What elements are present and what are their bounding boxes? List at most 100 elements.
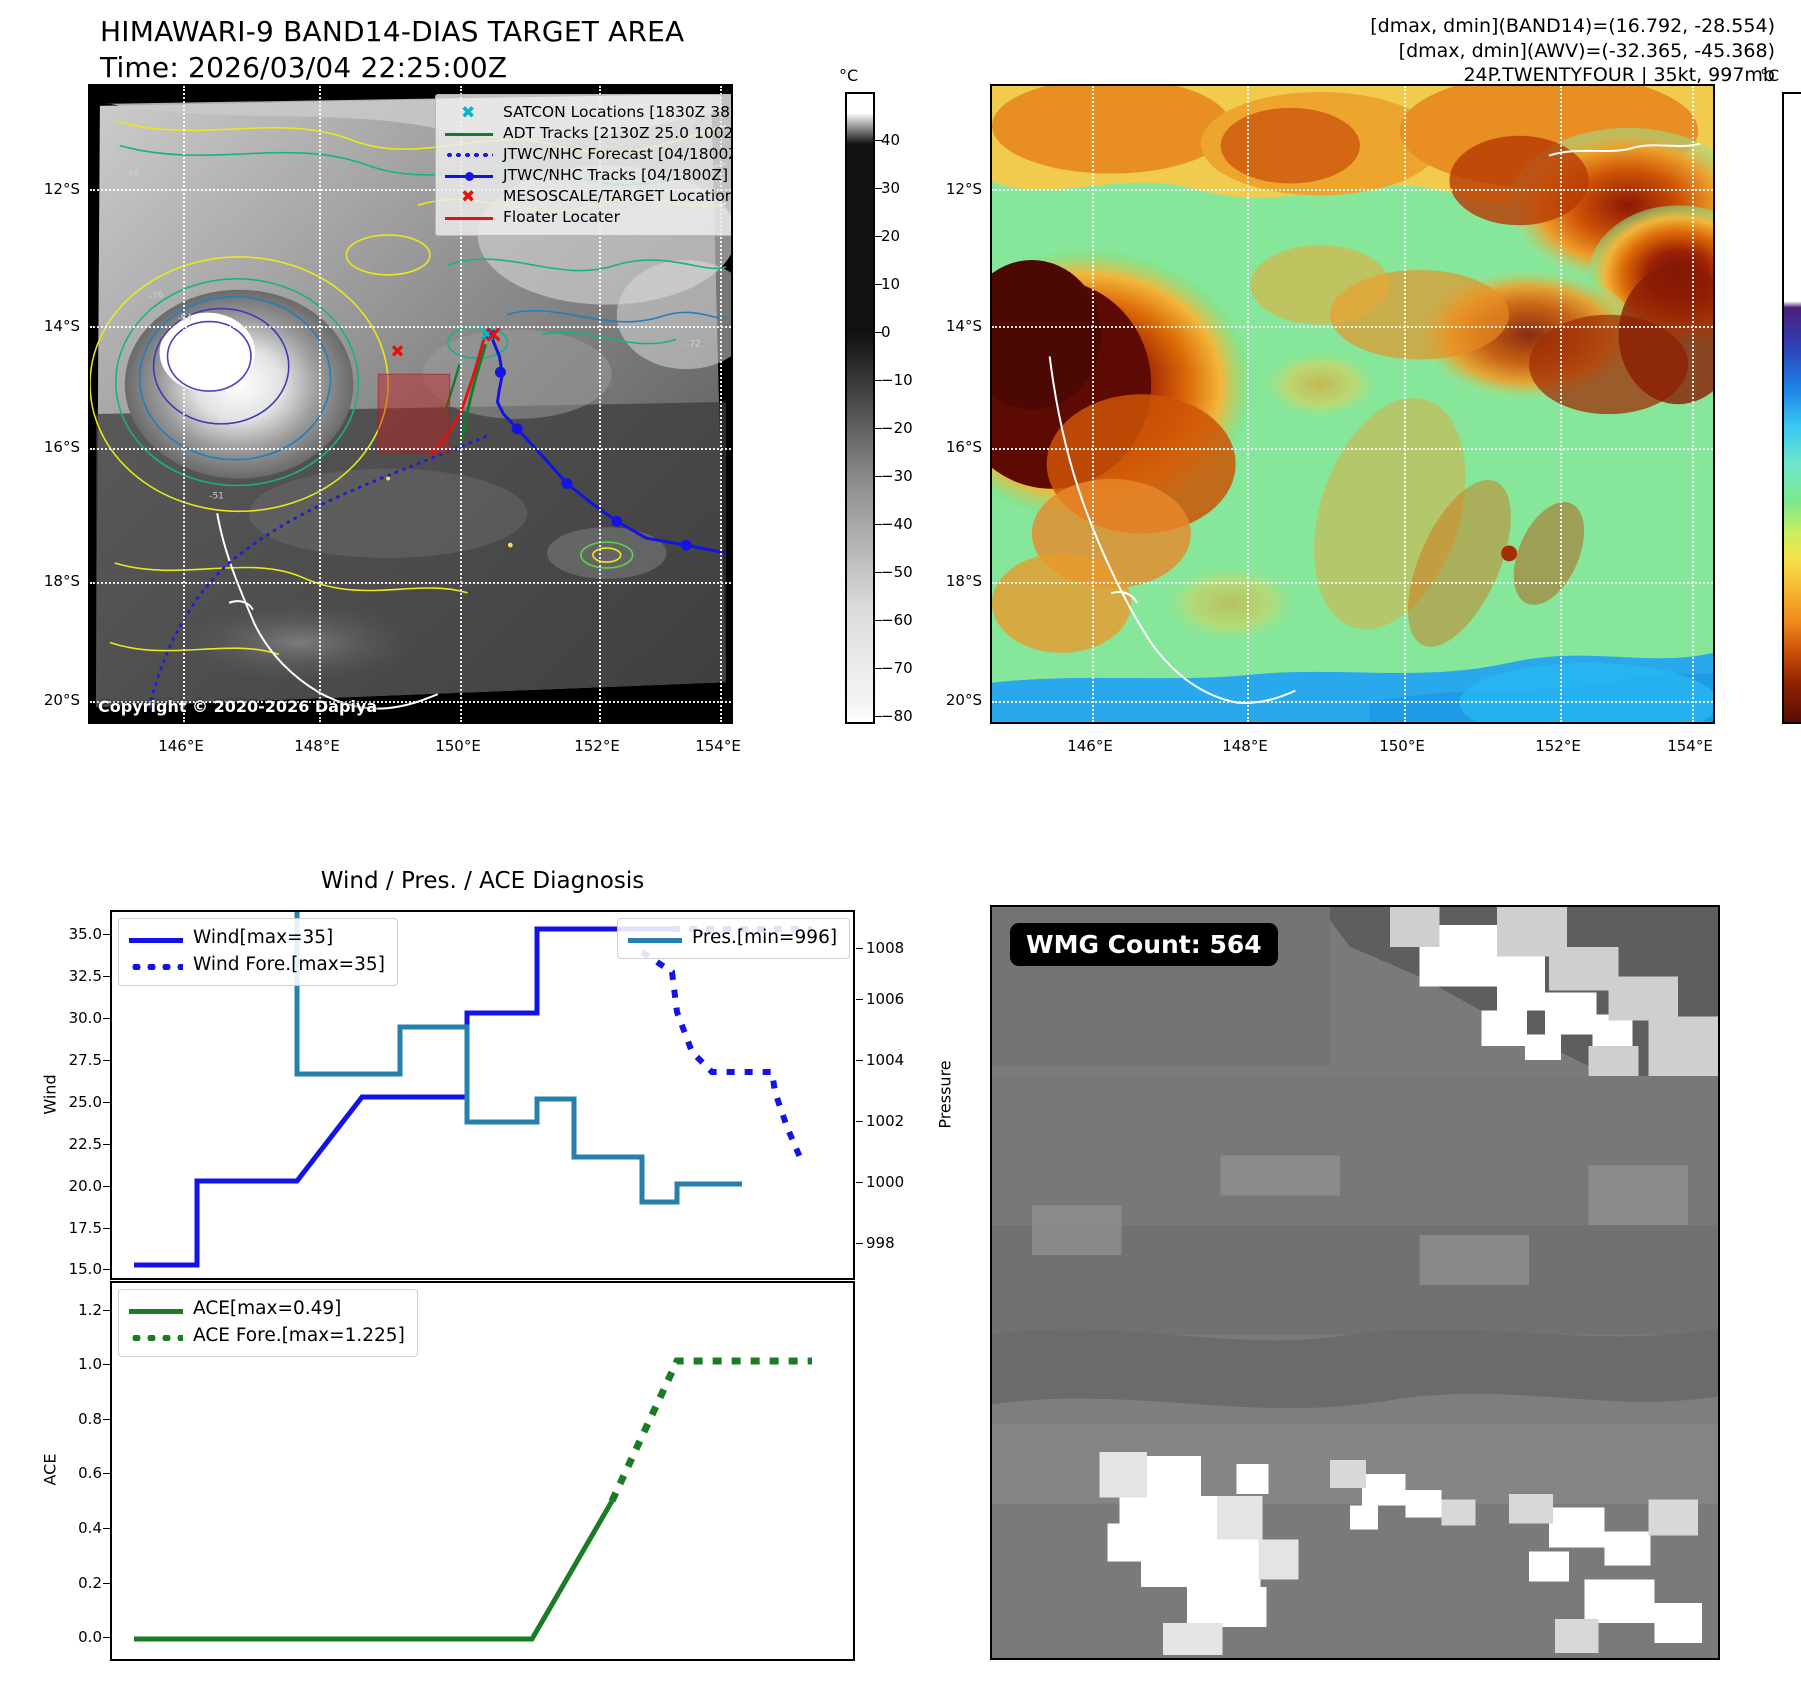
legend-label: Floater Locater <box>503 208 620 227</box>
awv-lon-tick-148E: 148°E <box>1222 737 1268 755</box>
ace-tick-1.2: 1.2 <box>78 1301 102 1319</box>
mesoscale-target-marker <box>391 327 501 357</box>
ace-tick-0.4: 0.4 <box>78 1519 102 1537</box>
wind-tick-30: 30.0 <box>68 1009 102 1027</box>
meta-band14-range: [dmax, dmin](BAND14)=(16.792, -28.554) <box>1370 15 1775 37</box>
ace-tick-0.8: 0.8 <box>78 1410 102 1428</box>
satcon-x-icon: ✖ <box>461 102 476 123</box>
ir-cbar-tick-20: 20 <box>881 227 901 245</box>
awv-lat-tick-16S: 16°S <box>945 438 982 456</box>
mesoscale-x-icon: ✖ <box>461 186 476 207</box>
pressure-tick-1000: 1000 <box>866 1173 905 1191</box>
awv-colorbar: °C 40 30 20 10 0 −10 −20 −30 −40 −50 −60… <box>1760 66 1801 724</box>
ir-colorbar-title: °C <box>839 66 859 85</box>
awv-lon-tick-152E: 152°E <box>1535 737 1581 755</box>
ir-cbar-tick-m80: −80 <box>881 707 913 725</box>
wind-pressure-chart[interactable]: Wind[max=35] Wind Fore.[max=35] Pres.[mi… <box>110 910 855 1280</box>
ace-line-icon <box>127 1301 185 1319</box>
ir-lat-tick-18S: 18°S <box>43 572 80 590</box>
ace-tick-0.0: 0.0 <box>78 1628 102 1646</box>
ir-gridline-lat-16S <box>90 448 731 450</box>
awv-lat-tick-14S: 14°S <box>945 317 982 335</box>
diagnosis-title: Wind / Pres. / ACE Diagnosis <box>320 868 645 894</box>
legend-label: JTWC/NHC Tracks [04/1800Z] <box>503 166 729 185</box>
awv-lat-tick-12S: 12°S <box>945 180 982 198</box>
awv-lon-tick-154E: 154°E <box>1667 737 1713 755</box>
ace-legend: ACE[max=0.49] ACE Fore.[max=1.225] <box>118 1289 418 1357</box>
pressure-tick-1002: 1002 <box>866 1112 905 1130</box>
ir-lon-tick-152E: 152°E <box>574 737 620 755</box>
pressure-tick-1006: 1006 <box>866 990 905 1008</box>
ir-cbar-tick-m40: −40 <box>881 515 913 533</box>
ace-forecast-dotted-icon <box>127 1328 185 1346</box>
awv-colorbar-title: °C <box>1760 66 1780 85</box>
copyright-text: Copyright © 2020-2026 Dapiya <box>98 697 378 716</box>
wmg-grayscale-panel[interactable]: WMG Count: 564 <box>990 905 1720 1660</box>
ace-chart[interactable]: ACE[max=0.49] ACE Fore.[max=1.225] <box>110 1281 855 1661</box>
awv-gridline-lat-18S <box>992 582 1713 584</box>
wind-tick-25: 25.0 <box>68 1093 102 1111</box>
ir-gridline-lon-154E <box>720 86 722 722</box>
ir-lat-tick-14S: 14°S <box>43 317 80 335</box>
awv-lon-tick-146E: 146°E <box>1067 737 1113 755</box>
ir-cbar-tick-0: 0 <box>881 323 891 341</box>
ace-tick-0.6: 0.6 <box>78 1464 102 1482</box>
legend-label: Pres.[min=996] <box>692 927 838 949</box>
ir-cbar-tick-m30: −30 <box>881 467 913 485</box>
legend-label: JTWC/NHC Forecast [04/1800Z] <box>503 145 733 164</box>
ir-gridline-lat-20S <box>90 701 731 703</box>
ace-forecast-series <box>608 1357 812 1503</box>
ir-satellite-map[interactable]: 64 -76 -84 -51 -72 <box>88 84 733 724</box>
wind-tick-35: 35.0 <box>68 925 102 943</box>
ir-lon-tick-146E: 146°E <box>158 737 204 755</box>
pressure-line-icon <box>626 930 684 948</box>
awv-imagery <box>992 86 1713 722</box>
pressure-forecast-series <box>640 949 805 1164</box>
legend-label: Wind[max=35] <box>193 927 334 949</box>
awv-gridline-lat-20S <box>992 701 1713 703</box>
legend-label: MESOSCALE/TARGET Location <box>503 187 733 206</box>
awv-gridline-lat-16S <box>992 448 1713 450</box>
ir-cbar-tick-m10: −10 <box>881 371 913 389</box>
title-main: HIMAWARI-9 BAND14-DIAS TARGET AREA <box>100 15 685 48</box>
svg-text:-76: -76 <box>148 290 165 303</box>
awv-gridline-lon-148E <box>1247 86 1249 722</box>
wind-solid-series <box>134 926 672 1268</box>
legend-item-mesoscale: ✖ MESOSCALE/TARGET Location <box>443 186 733 207</box>
wind-tick-15: 15.0 <box>68 1260 102 1278</box>
wind-tick-32.5: 32.5 <box>68 967 102 985</box>
legend-item-adt: ADT Tracks [2130Z 25.0 1002.0] <box>443 123 733 144</box>
legend-item-jtwc-track: JTWC/NHC Tracks [04/1800Z] <box>443 165 731 186</box>
legend-label: Wind Fore.[max=35] <box>193 954 385 976</box>
awv-gridline-lat-12S <box>992 189 1713 191</box>
legend-label: SATCON Locations [1830Z 38 996] <box>503 103 731 122</box>
floater-locater <box>428 332 487 457</box>
title-time: Time: 2026/03/04 22:25:00Z <box>100 51 508 85</box>
awv-colorbar-gradient <box>1782 92 1801 724</box>
wind-tick-17.5: 17.5 <box>68 1219 102 1237</box>
awv-lat-tick-20S: 20°S <box>945 691 982 709</box>
ir-cbar-tick-m70: −70 <box>881 659 913 677</box>
ir-cbar-tick-30: 30 <box>881 179 901 197</box>
ir-gridline-lon-150E <box>460 86 462 722</box>
ir-gridline-lon-148E <box>319 86 321 722</box>
metadata-block: [dmax, dmin](BAND14)=(16.792, -28.554) [… <box>1370 14 1775 88</box>
meta-storm-summary: 24P.TWENTYFOUR | 35kt, 997mb <box>1463 64 1775 87</box>
pressure-legend: Pres.[min=996] <box>617 918 851 959</box>
ace-tick-1.0: 1.0 <box>78 1355 102 1373</box>
ir-lon-tick-150E: 150°E <box>435 737 481 755</box>
svg-text:-51: -51 <box>209 491 224 501</box>
ir-gridline-lon-152E <box>599 86 601 722</box>
legend-item-pressure: Pres.[min=996] <box>626 925 837 952</box>
jtwc-forecast-track <box>148 434 490 709</box>
wmg-imagery <box>992 907 1718 1658</box>
ir-gridline-lon-146E <box>183 86 185 722</box>
awv-enhanced-map[interactable] <box>990 84 1715 724</box>
wmg-count-badge: WMG Count: 564 <box>1010 923 1278 966</box>
awv-lat-tick-18S: 18°S <box>945 572 982 590</box>
legend-item-ace: ACE[max=0.49] <box>127 1296 405 1323</box>
ir-lat-tick-20S: 20°S <box>43 691 80 709</box>
legend-label: ADT Tracks [2130Z 25.0 1002.0] <box>503 124 733 143</box>
awv-gridline-lon-146E <box>1092 86 1094 722</box>
pressure-tick-1004: 1004 <box>866 1051 905 1069</box>
